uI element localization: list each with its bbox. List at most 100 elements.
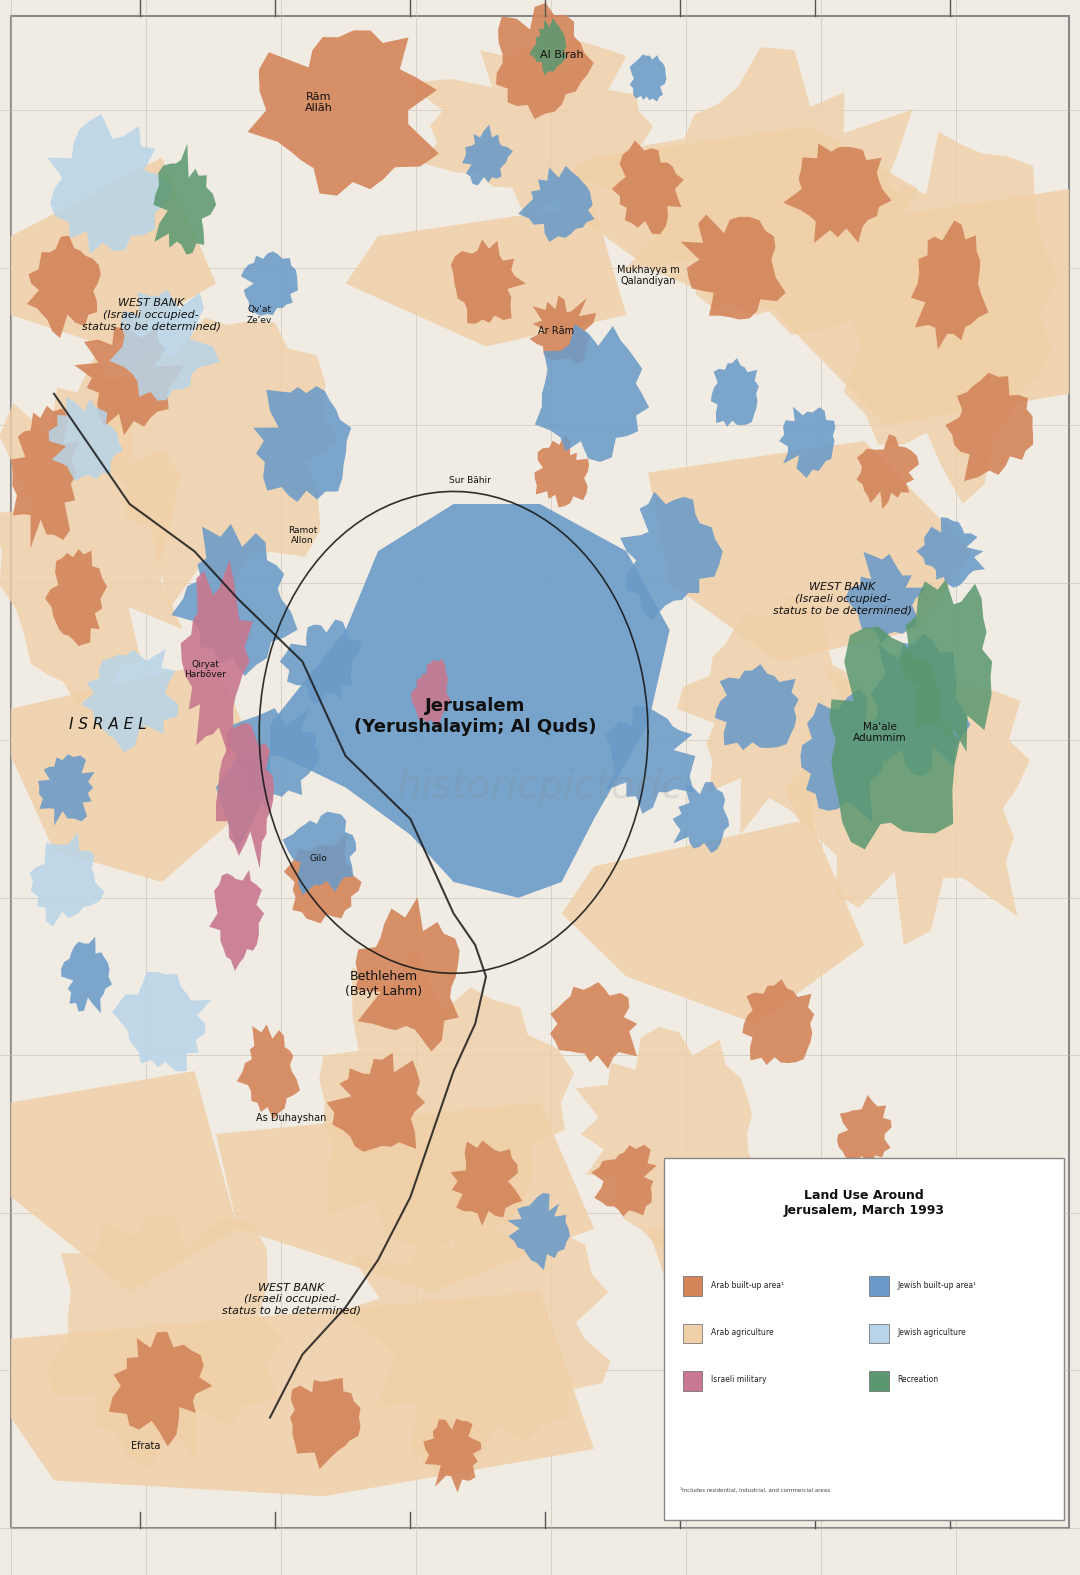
Polygon shape <box>49 1216 284 1469</box>
Polygon shape <box>508 1192 570 1269</box>
Text: Jewish built-up area¹: Jewish built-up area¹ <box>897 1280 976 1290</box>
Text: Israeli military: Israeli military <box>711 1375 766 1384</box>
Polygon shape <box>283 811 356 895</box>
Text: Arab agriculture: Arab agriculture <box>711 1328 773 1337</box>
Polygon shape <box>829 627 960 849</box>
Polygon shape <box>112 972 212 1071</box>
Polygon shape <box>241 252 298 317</box>
Polygon shape <box>338 1197 610 1476</box>
Polygon shape <box>109 1331 213 1446</box>
Polygon shape <box>900 580 993 751</box>
Polygon shape <box>355 898 459 1052</box>
Bar <box>869 1276 889 1296</box>
Polygon shape <box>715 665 799 750</box>
Polygon shape <box>254 386 351 502</box>
Polygon shape <box>27 236 100 339</box>
Polygon shape <box>86 318 338 610</box>
Polygon shape <box>423 1419 482 1493</box>
Polygon shape <box>540 126 918 315</box>
Polygon shape <box>529 17 567 76</box>
Bar <box>683 1323 702 1343</box>
Polygon shape <box>247 30 438 195</box>
Polygon shape <box>562 819 864 1024</box>
Polygon shape <box>622 47 915 335</box>
Polygon shape <box>673 781 729 854</box>
Polygon shape <box>785 643 1029 945</box>
Polygon shape <box>630 55 666 101</box>
Polygon shape <box>11 1071 238 1291</box>
Polygon shape <box>576 1027 758 1247</box>
Polygon shape <box>153 143 216 255</box>
Text: Sur Bāhir: Sur Bāhir <box>449 476 490 485</box>
Polygon shape <box>0 350 183 706</box>
Text: Qiryat
Harbōver: Qiryat Harbōver <box>185 660 226 679</box>
Bar <box>683 1276 702 1296</box>
Polygon shape <box>846 551 928 644</box>
Text: I S R A E L: I S R A E L <box>69 717 147 732</box>
Text: Recreation: Recreation <box>897 1375 939 1384</box>
Polygon shape <box>529 296 596 364</box>
Text: WEST BANK
(Israeli occupied-
status to be determined): WEST BANK (Israeli occupied- status to b… <box>222 1282 361 1317</box>
Polygon shape <box>450 1140 523 1225</box>
Polygon shape <box>518 165 594 243</box>
FancyBboxPatch shape <box>664 1158 1064 1520</box>
Polygon shape <box>30 832 104 926</box>
Polygon shape <box>326 1052 426 1151</box>
Polygon shape <box>535 324 649 461</box>
Polygon shape <box>648 1181 918 1418</box>
Polygon shape <box>620 491 723 621</box>
Text: Qv'at
Ze'ev: Qv'at Ze'ev <box>246 306 272 324</box>
Polygon shape <box>48 113 174 254</box>
Polygon shape <box>216 504 670 898</box>
Polygon shape <box>45 550 107 646</box>
Polygon shape <box>611 140 684 235</box>
Text: ¹Includes residential, industrial, and commercial areas: ¹Includes residential, industrial, and c… <box>680 1488 831 1493</box>
Polygon shape <box>592 1145 657 1216</box>
Text: WEST BANK
(Israeli occupied-
status to be determined): WEST BANK (Israeli occupied- status to b… <box>82 298 220 332</box>
Polygon shape <box>75 326 183 435</box>
Polygon shape <box>870 633 970 776</box>
Polygon shape <box>180 561 253 758</box>
Text: Rām
Allāh: Rām Allāh <box>305 91 333 113</box>
Polygon shape <box>742 980 814 1065</box>
Text: Al Birah: Al Birah <box>540 50 583 60</box>
Polygon shape <box>49 397 123 482</box>
Polygon shape <box>11 1292 594 1496</box>
Polygon shape <box>81 649 178 753</box>
Polygon shape <box>11 158 216 346</box>
Polygon shape <box>945 373 1034 480</box>
Polygon shape <box>837 1095 892 1167</box>
Bar <box>683 1370 702 1391</box>
Text: Efrata: Efrata <box>131 1441 161 1451</box>
Text: Ma'ale
Adummim: Ma'ale Adummim <box>853 721 907 743</box>
Polygon shape <box>408 41 662 221</box>
Polygon shape <box>320 947 575 1246</box>
Bar <box>869 1323 889 1343</box>
Polygon shape <box>216 1102 594 1292</box>
Polygon shape <box>450 239 526 324</box>
Text: Jewish agriculture: Jewish agriculture <box>897 1328 967 1337</box>
Text: historicpictoric: historicpictoric <box>396 769 684 806</box>
Text: Ar Rām: Ar Rām <box>538 326 575 335</box>
Polygon shape <box>289 1378 361 1469</box>
Polygon shape <box>912 221 988 350</box>
Polygon shape <box>227 709 321 810</box>
Polygon shape <box>783 143 891 243</box>
Text: Arab built-up area¹: Arab built-up area¹ <box>711 1280 784 1290</box>
Polygon shape <box>216 723 274 869</box>
Polygon shape <box>605 706 696 814</box>
Text: Land Use Around
Jerusalem, March 1993: Land Use Around Jerusalem, March 1993 <box>783 1189 945 1217</box>
Polygon shape <box>11 662 270 882</box>
Polygon shape <box>38 754 95 825</box>
Polygon shape <box>411 658 450 728</box>
Text: Mukhayya m
Qalandiyan: Mukhayya m Qalandiyan <box>617 265 679 287</box>
Polygon shape <box>496 3 594 120</box>
Polygon shape <box>462 124 513 186</box>
Polygon shape <box>284 835 362 923</box>
Text: Jerusalem
(Yerushalayim; Al Quds): Jerusalem (Yerushalayim; Al Quds) <box>354 698 596 736</box>
Polygon shape <box>346 205 626 346</box>
Polygon shape <box>550 983 637 1069</box>
Polygon shape <box>280 619 362 704</box>
Polygon shape <box>711 358 759 427</box>
Polygon shape <box>841 132 1058 504</box>
